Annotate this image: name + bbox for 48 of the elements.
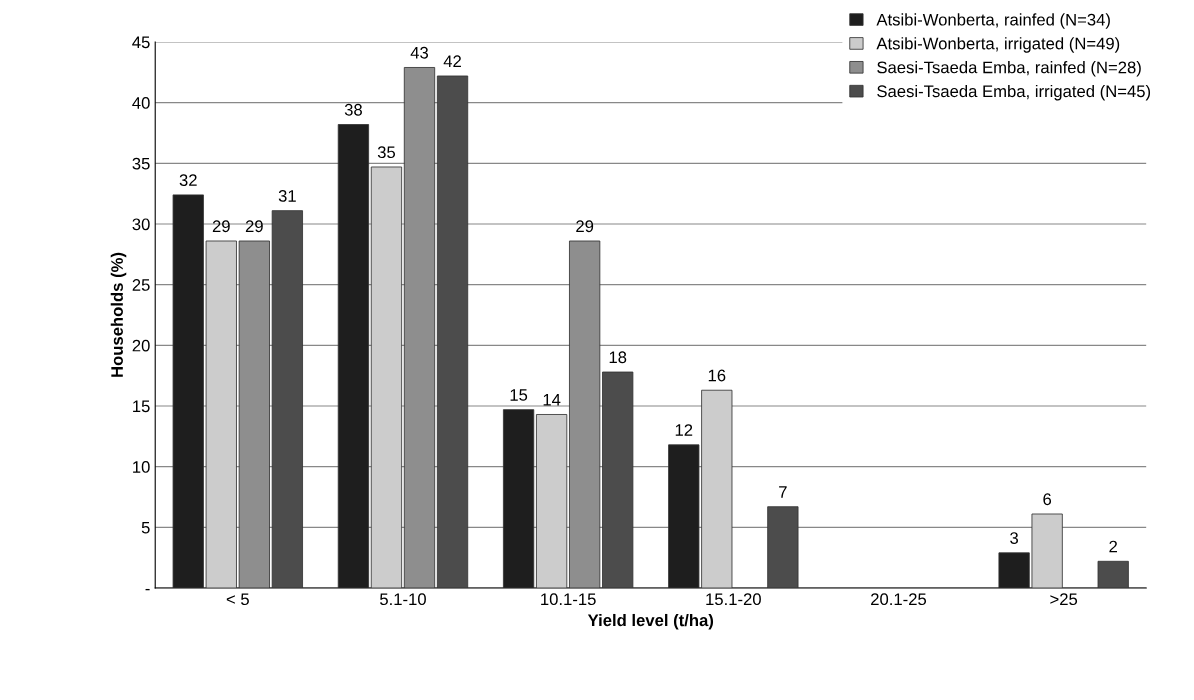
data-label: 15 [510, 389, 528, 401]
y-tick-label: 35 [132, 157, 150, 170]
data-label: 7 [779, 486, 787, 498]
data-label: 35 [377, 146, 396, 159]
legend-label: Atsibi-Wonberta, rainfed (N=34) [876, 13, 1110, 29]
bar [271, 210, 303, 588]
bar [370, 166, 403, 588]
x-axis-title: Yield level (t/ha) [587, 613, 714, 630]
y-tick-label: 10 [133, 461, 150, 473]
data-label: 6 [1043, 493, 1052, 506]
bar [767, 506, 799, 588]
data-label: 29 [576, 220, 594, 233]
bar [536, 414, 568, 588]
x-tick-label: 20.1-25 [871, 593, 927, 606]
y-tick-label: 25 [132, 279, 150, 291]
data-label: 14 [543, 394, 561, 406]
data-label: 16 [708, 369, 726, 382]
legend-label: Saesi-Tsaeda Emba, rainfed (N=28) [877, 61, 1141, 77]
y-tick-label: 20 [132, 339, 150, 352]
data-label: 29 [212, 220, 230, 233]
x-tick-label: 15.1-20 [706, 593, 761, 606]
x-tick-label: >25 [1050, 593, 1078, 606]
bar [436, 75, 469, 588]
legend-label: Atsibi-Wonberta, irrigated (N=49) [876, 37, 1120, 53]
y-axis-title: Households (%) [110, 252, 127, 377]
x-tick-label: 5.1-10 [380, 593, 426, 606]
data-label: 12 [675, 424, 693, 436]
y-tick-label: 5 [141, 521, 150, 534]
x-tick-label: < 5 [226, 593, 249, 606]
bar [502, 409, 535, 588]
y-tick-label: 40 [132, 97, 150, 109]
data-label: 32 [179, 174, 197, 187]
x-tick-label: 10.1-15 [541, 593, 596, 606]
legend-label: Saesi-Tsaeda Emba, irrigated (N=45) [877, 84, 1151, 101]
data-label: 43 [410, 46, 429, 59]
data-label: 29 [245, 220, 263, 233]
data-label: 2 [1109, 540, 1117, 553]
y-tick-label: 30 [132, 218, 150, 231]
bar [337, 124, 370, 588]
data-label: 3 [1010, 532, 1019, 544]
data-label: 18 [609, 351, 627, 364]
bar [1097, 560, 1129, 588]
data-label: 42 [443, 55, 461, 67]
y-tick-label: - [145, 588, 150, 591]
y-tick-label: 45 [132, 36, 150, 49]
data-label: 31 [278, 190, 296, 202]
data-label: 38 [344, 103, 362, 116]
y-tick-label: 15 [133, 400, 150, 413]
